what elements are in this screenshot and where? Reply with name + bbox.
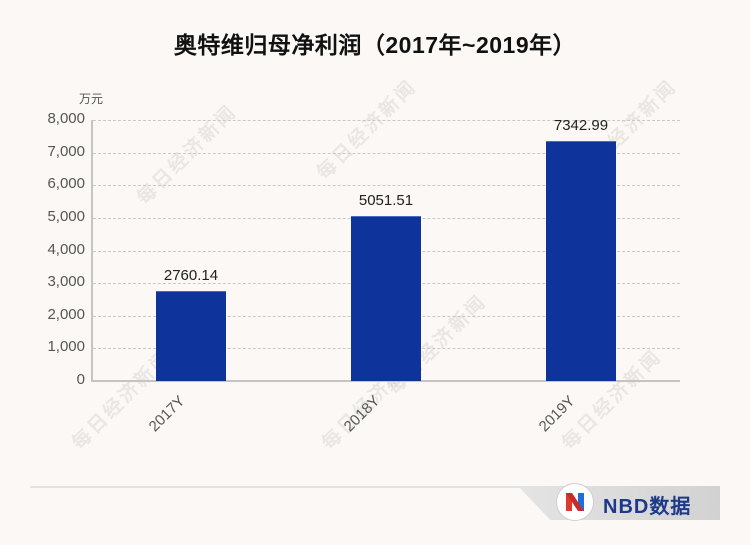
footer-divider — [30, 486, 530, 488]
y-axis — [91, 120, 93, 382]
y-axis-unit: 万元 — [79, 92, 104, 106]
y-tick-label: 5,000 — [47, 207, 85, 225]
gridline — [93, 153, 680, 154]
gridline — [93, 120, 680, 121]
y-tick-label: 7,000 — [47, 142, 85, 160]
y-tick-label: 3,000 — [47, 273, 85, 291]
x-tick-label: 2019Y — [535, 392, 579, 436]
bar-2017Y — [156, 290, 226, 381]
bar-value-label: 7342.99 — [553, 117, 609, 135]
x-axis — [91, 380, 680, 382]
x-tick-label: 2018Y — [340, 392, 384, 436]
bar-2018Y — [351, 216, 421, 381]
nbd-logo-icon — [556, 483, 594, 521]
bar-2019Y — [546, 141, 616, 381]
y-tick-label: 6,000 — [47, 175, 85, 193]
brand-name: NBD数据 — [603, 496, 692, 518]
x-tick-label: 2017Y — [145, 392, 189, 436]
chart-title: 奥特维归母净利润（2017年~2019年） — [173, 32, 577, 58]
y-tick-label: 1,000 — [47, 338, 85, 356]
y-tick-label: 0 — [76, 371, 85, 388]
y-tick-label: 2,000 — [47, 305, 85, 323]
y-tick-label: 4,000 — [47, 240, 85, 258]
gridline — [93, 185, 680, 186]
brand-banner — [518, 486, 720, 520]
bar-value-label: 2760.14 — [163, 266, 219, 284]
y-tick-label: 8,000 — [47, 110, 85, 127]
bar-value-label: 5051.51 — [358, 192, 414, 210]
